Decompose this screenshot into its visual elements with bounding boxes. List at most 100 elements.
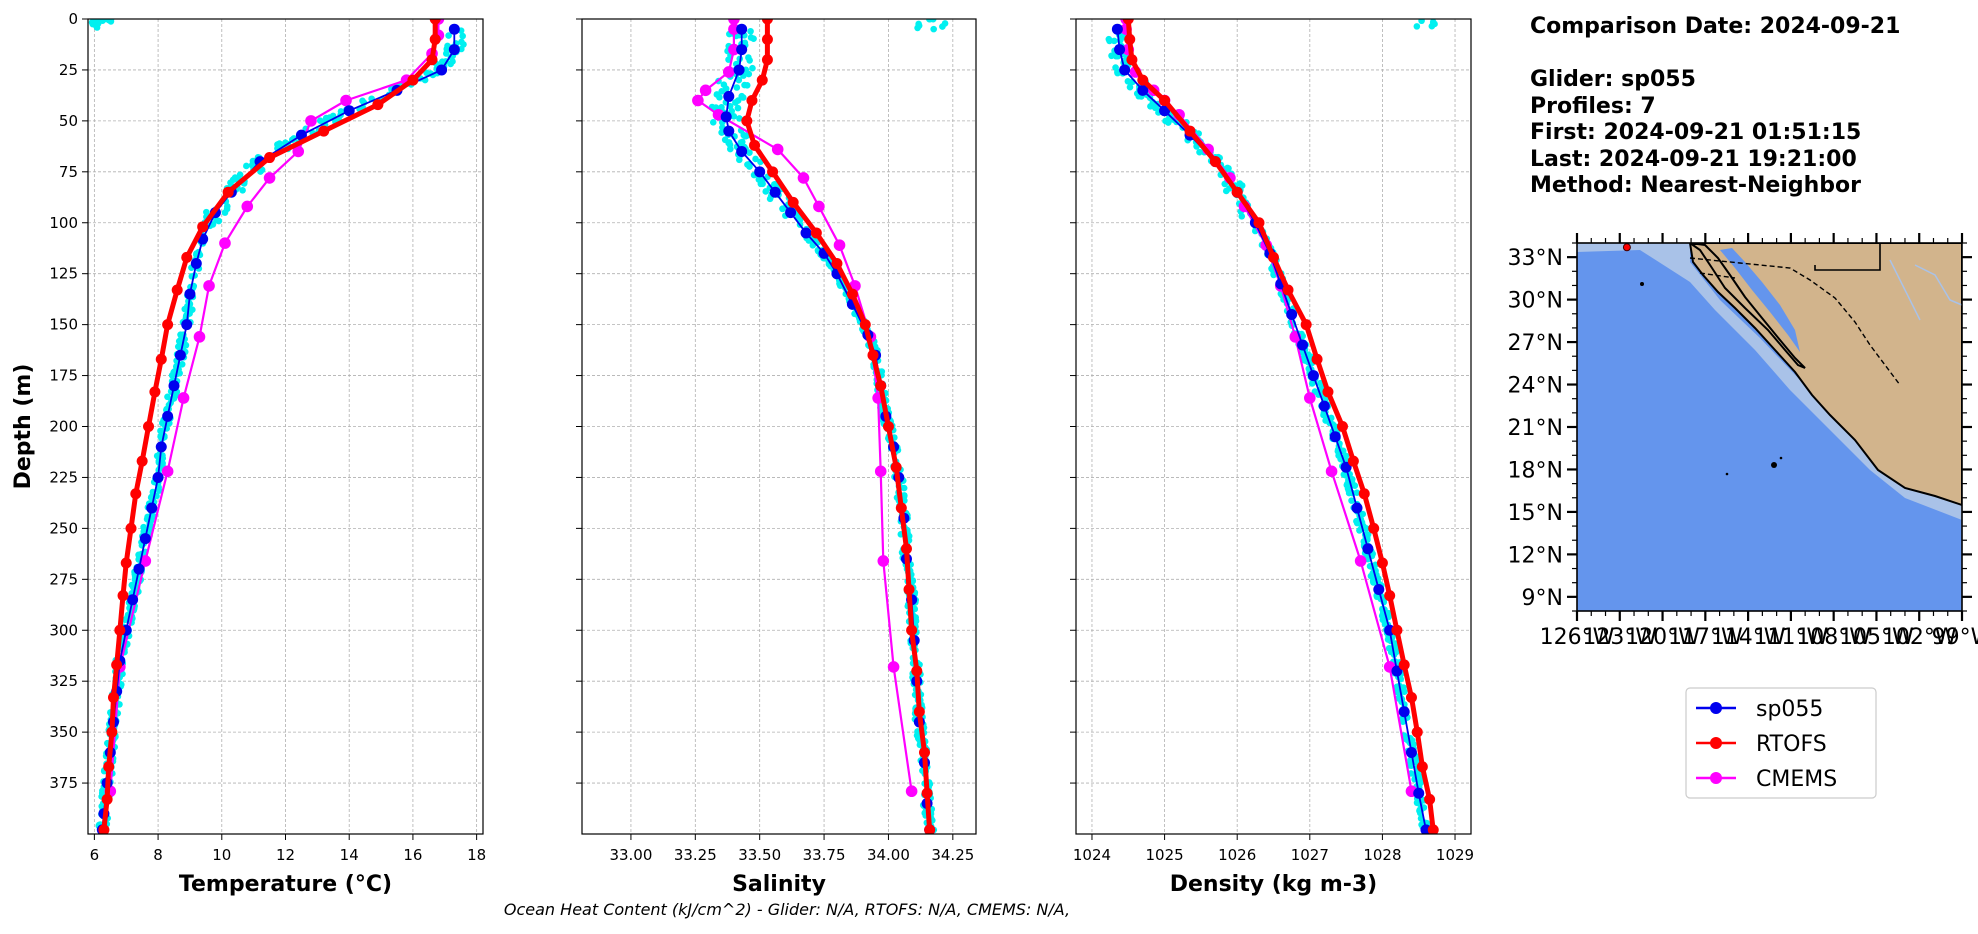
x-tick-label: 8 — [153, 846, 163, 864]
series-point-rtofs — [1405, 691, 1417, 703]
x-tick-label: 33.75 — [803, 846, 846, 864]
series-point-sp055 — [800, 227, 812, 239]
series-point-rtofs — [101, 793, 113, 805]
series-point-sp055 — [736, 145, 748, 157]
series-point-rtofs — [1282, 284, 1294, 296]
series-point-rtofs — [882, 421, 894, 432]
info-panel: Comparison Date: 2024-09-21 Glider: sp05… — [1530, 14, 1900, 200]
series-point-rtofs — [114, 624, 126, 636]
series-point-rtofs — [1268, 251, 1279, 263]
series-point-rtofs — [1209, 156, 1221, 168]
x-axis-label: Temperature (°C) — [179, 872, 392, 897]
map-borders — [1689, 257, 1901, 386]
raw-sample-point — [459, 32, 466, 40]
series-point-rtofs — [900, 543, 912, 555]
raw-sample-point — [236, 171, 244, 179]
y-tick-label: 325 — [49, 672, 78, 690]
series-point-sp055 — [168, 380, 180, 392]
interp-method: Method: Nearest-Neighbor — [1530, 173, 1861, 198]
series-point-rtofs — [875, 380, 887, 392]
series-point-sp055 — [1114, 44, 1126, 56]
map-lon-label: 111°W — [1754, 625, 1829, 650]
raw-sample-point — [722, 85, 730, 92]
profile-count: Profiles: 7 — [1530, 93, 1656, 119]
raw-sample-point — [1353, 489, 1361, 497]
series-point-rtofs — [222, 186, 234, 198]
legend-label-sp055: sp055 — [1756, 697, 1823, 722]
series-point-cmems — [177, 392, 190, 404]
series-point-sp055 — [1329, 431, 1341, 443]
series-point-rtofs — [107, 691, 119, 703]
raw-sample-point — [929, 19, 937, 23]
series-point-sp055 — [736, 23, 748, 35]
series-rtofs — [741, 19, 936, 834]
series-point-sp055 — [754, 166, 766, 178]
series-point-cmems — [722, 66, 735, 78]
series-point-cmems — [887, 661, 900, 673]
glider-location-marker — [1622, 243, 1631, 252]
legend: sp055 RTOFS CMEMS — [1685, 687, 1877, 799]
map-lat-label: 24°N — [1508, 374, 1563, 399]
glider-name: Glider: sp055 — [1530, 67, 1696, 92]
raw-sample-point — [221, 209, 229, 216]
series-line-rtofs — [744, 19, 933, 831]
series-point-rtofs — [787, 196, 799, 208]
series-point-sp055 — [1340, 461, 1352, 473]
series-point-rtofs — [913, 706, 925, 718]
series-point-sp055 — [139, 533, 151, 545]
raw-sample-point — [1394, 688, 1401, 696]
series-point-rtofs — [1124, 33, 1136, 45]
raw-sample-point — [157, 427, 164, 435]
map-lon-label: 123°W — [1582, 625, 1657, 650]
map-us-border — [1814, 243, 1881, 271]
raw-sample-point — [1311, 388, 1319, 395]
raw-sample-point — [747, 34, 755, 41]
series-point-sp055 — [720, 111, 732, 123]
raw-sample-point — [1322, 417, 1329, 424]
series-point-rtofs — [890, 461, 902, 473]
legend-label-cmems: CMEMS — [1756, 767, 1837, 792]
raw-sample-point — [153, 452, 161, 460]
series-point-cmems — [771, 143, 784, 156]
y-tick-label: 50 — [59, 112, 78, 130]
raw-sample-point — [749, 64, 756, 72]
series-point-sp055 — [1297, 339, 1309, 351]
series-point-sp055 — [1398, 706, 1410, 718]
x-tick-label: 34.25 — [931, 846, 974, 864]
raw-sample-point — [736, 115, 743, 122]
raw-sample-point — [359, 97, 366, 105]
series-point-rtofs — [906, 624, 918, 636]
map-lat-label: 27°N — [1508, 331, 1563, 356]
raw-sample-point — [215, 217, 223, 225]
x-tick-label: 1026 — [1218, 846, 1256, 864]
raw-sample-point — [736, 156, 743, 164]
series-point-sp055 — [155, 441, 167, 453]
series-point-sp055 — [769, 186, 781, 198]
x-tick-label: 34.00 — [867, 846, 910, 864]
raw-sample-point — [1225, 165, 1232, 172]
raw-sample-point — [913, 732, 921, 739]
map-lon-label: 108°W — [1796, 625, 1871, 650]
map-lon-label: 102°W — [1882, 625, 1957, 650]
raw-sample-point — [759, 180, 766, 188]
series-point-rtofs — [918, 747, 930, 758]
y-tick-label: 100 — [49, 214, 78, 232]
series-point-rtofs — [1126, 54, 1138, 66]
series-point-cmems — [905, 785, 918, 798]
raw-sample-point — [732, 99, 739, 106]
raw-sample-point — [900, 484, 908, 492]
x-tick-label: 18 — [467, 846, 486, 864]
y-tick-label: 0 — [68, 10, 78, 28]
raw-sample-point — [1238, 213, 1246, 220]
legend-box — [1685, 687, 1877, 799]
series-line-cmems — [109, 19, 440, 792]
series-point-cmems — [1325, 465, 1338, 478]
series-point-rtofs — [810, 227, 822, 239]
series-point-sp055 — [146, 502, 158, 514]
series-point-sp055 — [736, 44, 748, 56]
series-point-sp055 — [1373, 584, 1385, 595]
series-point-rtofs — [1159, 95, 1171, 106]
x-tick-label: 10 — [212, 846, 231, 864]
series-point-rtofs — [130, 488, 142, 500]
